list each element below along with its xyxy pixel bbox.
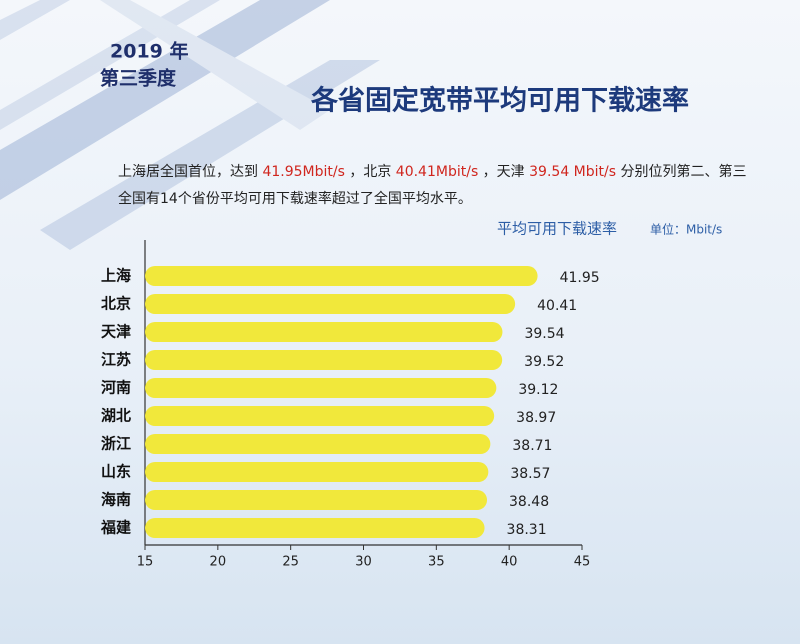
intro-segment: 分别位列第二、第三	[616, 163, 746, 180]
x-tick-label: 40	[501, 555, 518, 570]
value-label: 38.31	[507, 522, 547, 538]
bar	[145, 350, 503, 370]
y-tick-label: 浙江	[101, 435, 131, 453]
y-tick-label: 江苏	[101, 351, 131, 369]
intro-segment: 41.95Mbit/s	[262, 164, 344, 180]
value-label: 39.12	[518, 382, 558, 398]
intro-segment: 上海居全国首位，达到	[118, 163, 262, 180]
bar	[145, 462, 489, 482]
y-tick-label: 上海	[101, 267, 131, 285]
y-tick-label: 湖北	[101, 407, 131, 425]
bar	[145, 322, 503, 342]
value-label: 39.54	[524, 326, 564, 342]
value-label: 39.52	[524, 354, 564, 370]
year: 2019 年	[110, 40, 189, 63]
bar	[145, 406, 495, 426]
bar	[145, 294, 516, 314]
y-tick-label: 河南	[101, 379, 131, 397]
value-label: 38.57	[510, 466, 550, 482]
value-label: 40.41	[537, 298, 577, 314]
value-label: 41.95	[560, 270, 600, 286]
intro-line: 上海居全国首位，达到 41.95Mbit/s ，北京 40.41Mbit/s ，…	[118, 163, 746, 180]
unit-label: 单位：Mbit/s	[650, 222, 722, 237]
x-tick-label: 15	[137, 555, 154, 570]
value-label: 38.71	[512, 438, 552, 454]
value-label: 38.97	[516, 410, 556, 426]
x-tick-label: 25	[282, 555, 299, 570]
bar	[145, 378, 497, 398]
value-label: 38.48	[509, 494, 549, 510]
x-tick-label: 20	[210, 555, 227, 570]
y-tick-label: 福建	[100, 519, 132, 537]
bar	[145, 434, 491, 454]
chart-title: 平均可用下载速率	[497, 220, 617, 238]
bar	[145, 266, 538, 286]
quarter: 第三季度	[100, 67, 177, 90]
main-title: 各省固定宽带平均可用下载速率	[310, 85, 689, 117]
intro-line: 全国有14个省份平均可用下载速率超过了全国平均水平。	[118, 190, 472, 207]
y-tick-label: 山东	[101, 463, 131, 481]
y-tick-label: 北京	[101, 295, 131, 313]
intro-segment: 40.41Mbit/s	[396, 164, 478, 180]
x-tick-label: 35	[428, 555, 445, 570]
intro-segment: ，天津	[478, 164, 529, 180]
x-tick-label: 30	[355, 555, 372, 570]
bar	[145, 490, 488, 510]
intro-segment: ，北京	[345, 164, 396, 180]
y-tick-label: 天津	[101, 323, 131, 341]
decor-stripes	[0, 0, 380, 250]
x-tick-label: 45	[574, 555, 591, 570]
bar	[145, 518, 485, 538]
intro-segment: 39.54 Mbit/s	[529, 164, 616, 180]
y-tick-label: 海南	[101, 491, 131, 509]
